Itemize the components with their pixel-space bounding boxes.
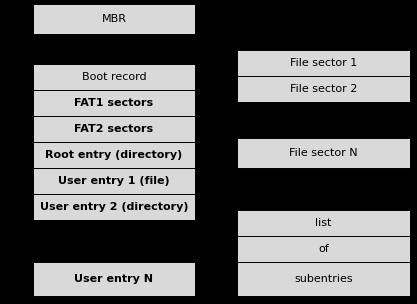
Text: Boot record: Boot record [82, 72, 146, 82]
Text: User entry 2 (directory): User entry 2 (directory) [40, 202, 188, 212]
Text: list: list [315, 218, 332, 228]
Text: Root entry (directory): Root entry (directory) [45, 150, 183, 160]
FancyBboxPatch shape [33, 262, 195, 296]
Text: File sector 2: File sector 2 [290, 84, 357, 94]
Text: FAT1 sectors: FAT1 sectors [75, 98, 153, 108]
FancyBboxPatch shape [33, 64, 195, 90]
FancyBboxPatch shape [33, 142, 195, 168]
Text: MBR: MBR [101, 14, 126, 24]
FancyBboxPatch shape [237, 138, 410, 168]
FancyBboxPatch shape [33, 90, 195, 116]
Text: subentries: subentries [294, 274, 353, 284]
FancyBboxPatch shape [237, 50, 410, 76]
Text: of: of [318, 244, 329, 254]
Text: User entry 1 (file): User entry 1 (file) [58, 176, 170, 186]
FancyBboxPatch shape [237, 76, 410, 102]
FancyBboxPatch shape [33, 194, 195, 220]
Text: FAT2 sectors: FAT2 sectors [75, 124, 153, 134]
FancyBboxPatch shape [237, 210, 410, 236]
FancyBboxPatch shape [237, 236, 410, 262]
FancyBboxPatch shape [237, 262, 410, 296]
Text: User entry N: User entry N [75, 274, 153, 284]
FancyBboxPatch shape [33, 168, 195, 194]
Text: File sector 1: File sector 1 [290, 58, 357, 68]
Text: File sector N: File sector N [289, 148, 358, 158]
FancyBboxPatch shape [33, 116, 195, 142]
FancyBboxPatch shape [33, 4, 195, 34]
